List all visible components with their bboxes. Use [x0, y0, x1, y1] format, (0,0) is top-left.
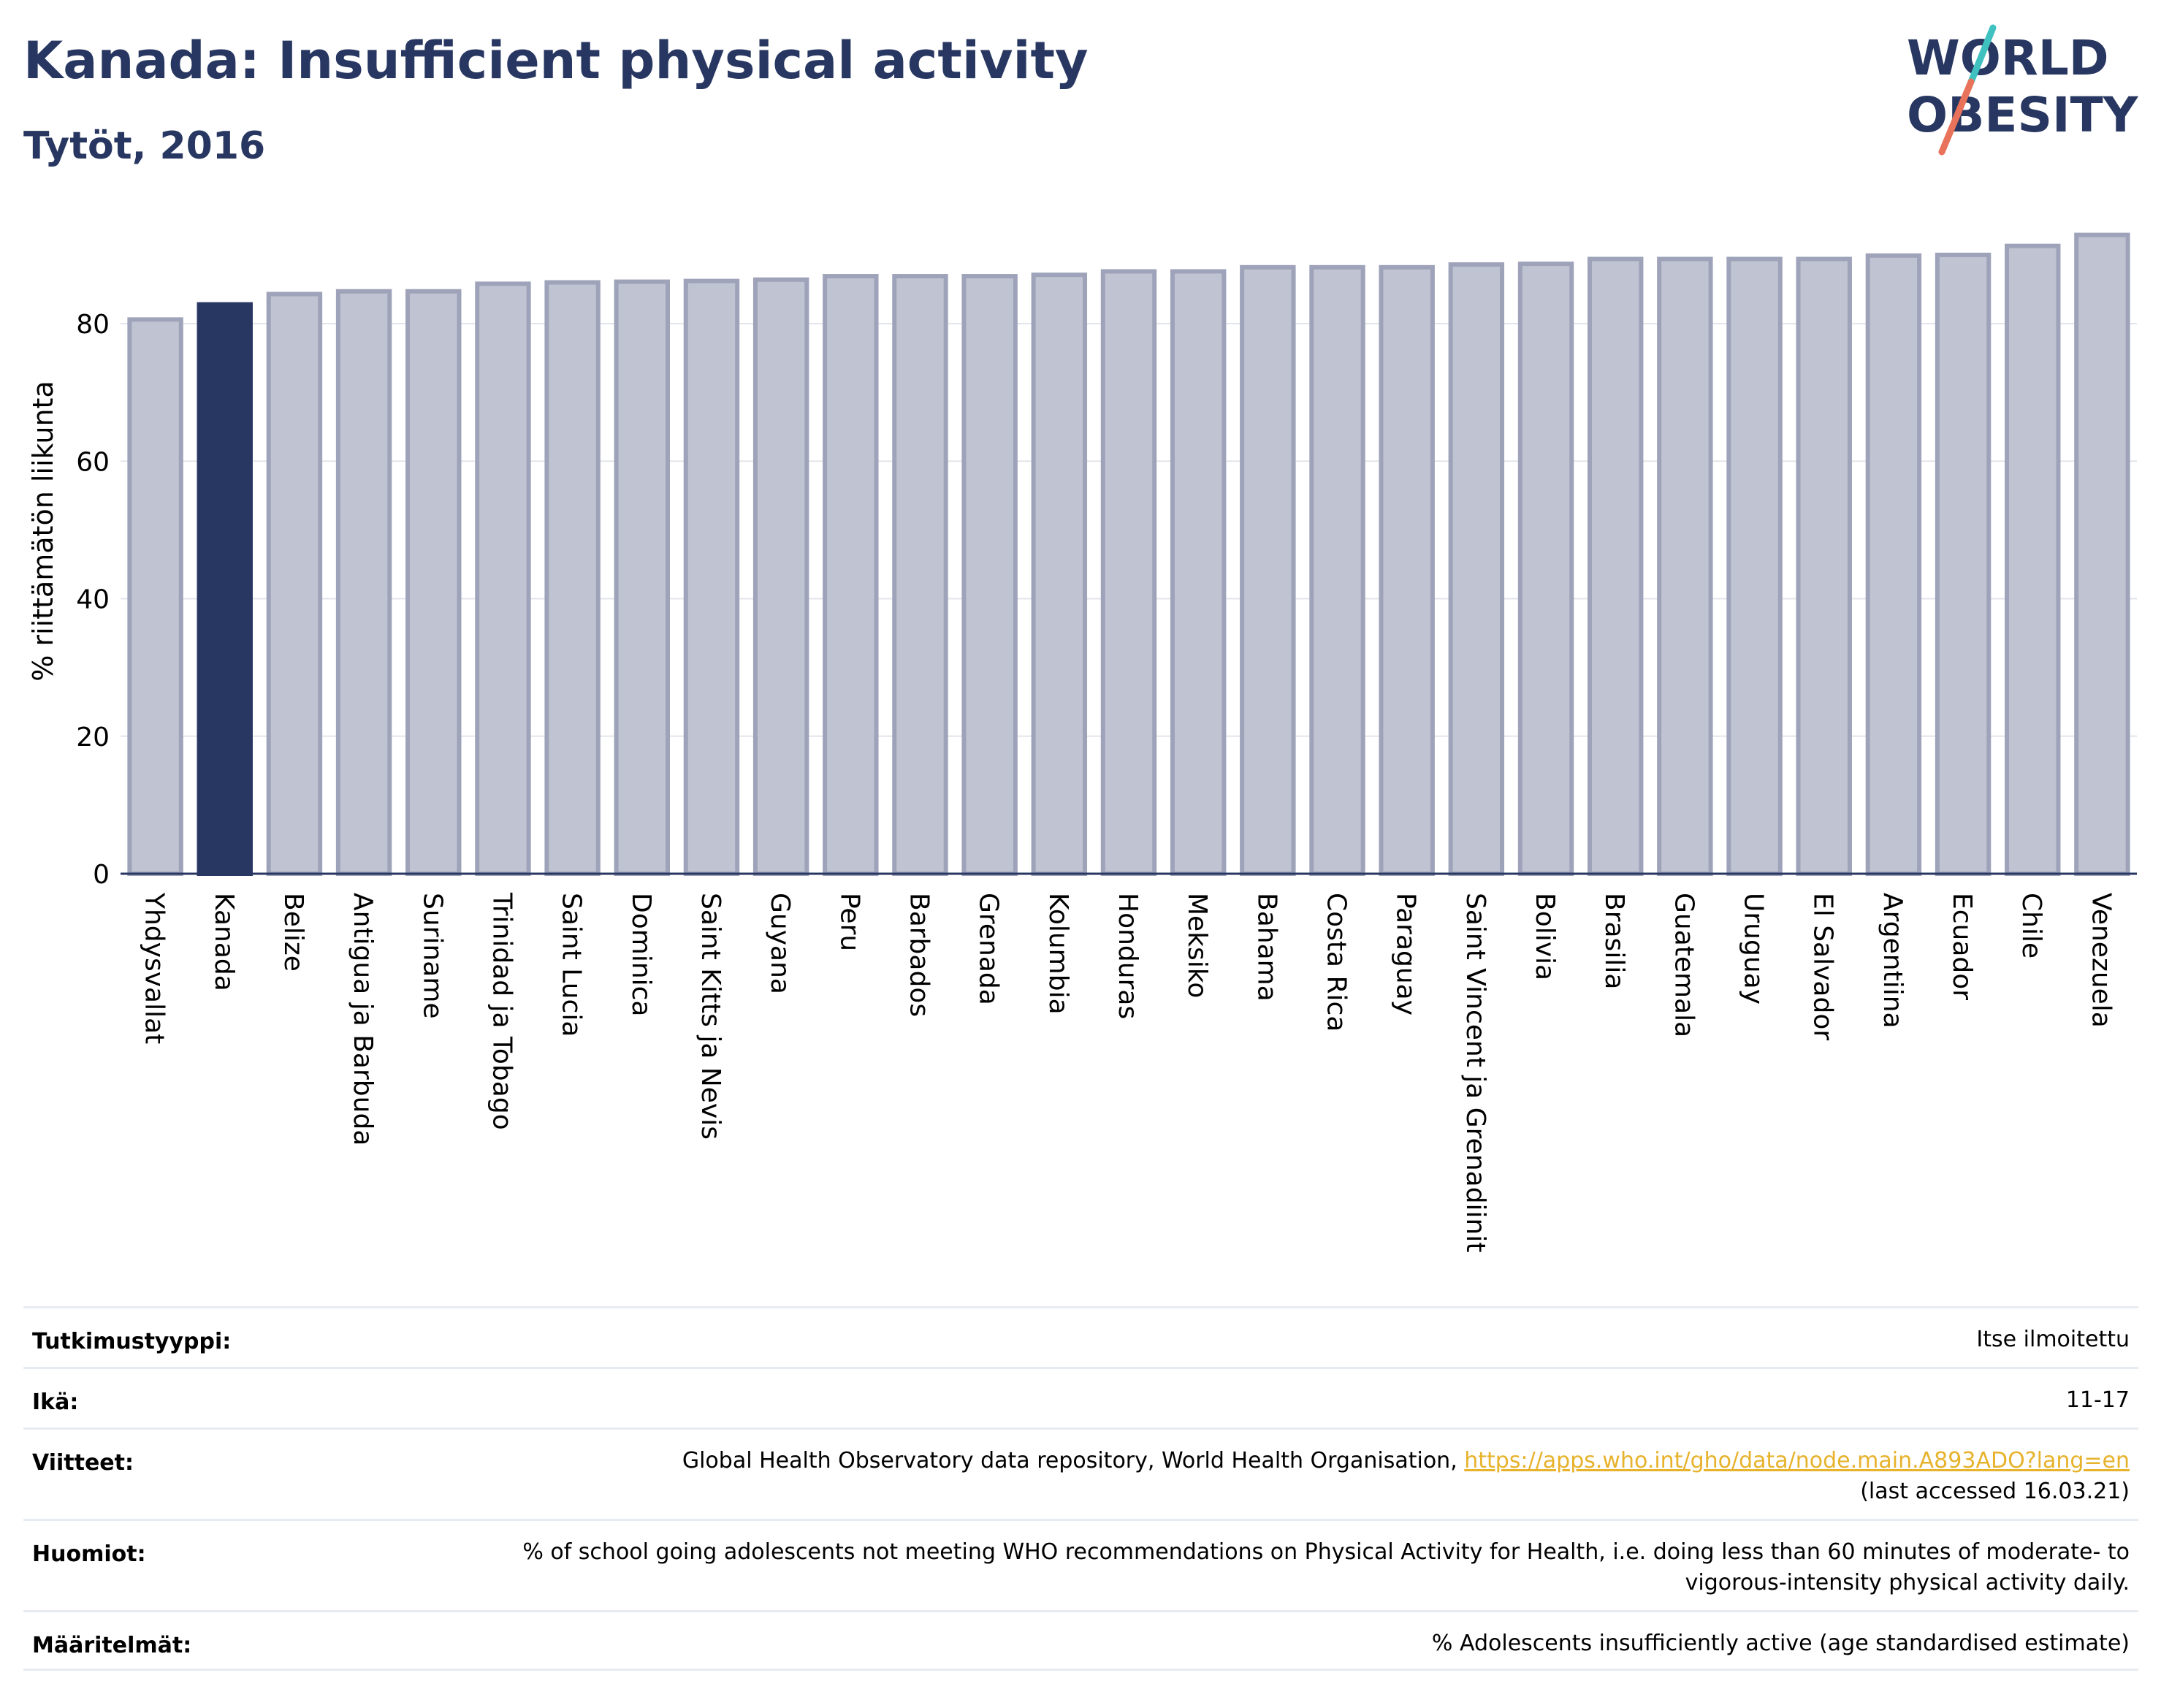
- logo-line2: OBESITY: [1907, 87, 2139, 143]
- bar: [823, 274, 879, 876]
- y-tick-label: 60: [76, 447, 110, 477]
- bar: [544, 280, 601, 876]
- bar: [1448, 262, 1505, 876]
- meta-label: Tutkimustyyppi:: [32, 1329, 232, 1354]
- x-tick-label: Yhdysvallat: [140, 892, 169, 1044]
- bars: [127, 232, 2130, 877]
- bar: [197, 302, 253, 876]
- bar: [1100, 269, 1157, 876]
- reference-accessed: (last accessed 16.03.21): [1860, 1479, 2130, 1504]
- x-tick-label: Saint Vincent ja Grenadiinit: [1460, 893, 1490, 1253]
- bar: [1796, 256, 1852, 876]
- reference-link[interactable]: https://apps.who.int/gho/data/node.main.…: [1464, 1448, 2130, 1473]
- chart-title: Kanada: Insufficient physical activity: [23, 31, 1089, 91]
- meta-row-age: Ikä: 11-17: [23, 1367, 2138, 1427]
- bar: [405, 289, 462, 877]
- meta-row-definitions: Määritelmät: % Adolescents insufficientl…: [23, 1610, 2138, 1671]
- x-tick-label: Chile: [2016, 893, 2046, 958]
- x-tick-label: Costa Rica: [1322, 893, 1352, 1032]
- x-tick-label: Venezuela: [2086, 893, 2116, 1028]
- x-tick-label: Brasilia: [1599, 893, 1629, 989]
- y-axis: 0 20 40 60 80: [76, 310, 110, 890]
- bar: [1031, 272, 1088, 876]
- bar: [683, 278, 740, 876]
- x-tick-label: Argentiina: [1878, 893, 1907, 1029]
- meta-label: Ikä:: [32, 1389, 79, 1415]
- reference-text: Global Health Observatory data repositor…: [682, 1448, 1465, 1473]
- y-tick-label: 0: [93, 860, 110, 890]
- x-tick-label: Uruguay: [1739, 893, 1769, 1004]
- bar: [1726, 256, 1783, 876]
- x-tick-label: Saint Kitts ja Nevis: [695, 893, 725, 1140]
- x-tick-label: Saint Lucia: [557, 893, 587, 1037]
- x-tick-label: Paraguay: [1391, 893, 1421, 1015]
- bar-chart: 0 20 40 60 80 Yhdysvallat Kanada Belize Antigua…: [27, 232, 2137, 1253]
- meta-label: Huomiot:: [32, 1541, 146, 1567]
- x-tick-label: Antigua ja Barbuda: [348, 893, 378, 1145]
- x-tick-label: Peru: [834, 893, 864, 951]
- x-tick-label: Belize: [278, 893, 308, 972]
- y-tick-label: 40: [76, 585, 110, 615]
- meta-row-study-type: Tutkimustyyppi: Itse ilmoitettu: [23, 1306, 2138, 1367]
- x-tick-label: Honduras: [1113, 893, 1143, 1019]
- bar: [266, 291, 323, 876]
- bar: [1240, 264, 1296, 876]
- x-tick-label: Ecuador: [1947, 893, 1977, 1000]
- x-tick-label: Suriname: [417, 893, 447, 1019]
- metadata-table: Tutkimustyyppi: Itse ilmoitettu Ikä: 11-…: [23, 1306, 2138, 1671]
- x-tick-label: Barbados: [904, 893, 934, 1017]
- meta-value: 11-17: [2065, 1387, 2130, 1413]
- logo-line1: WORLD: [1907, 30, 2109, 86]
- bar: [1170, 269, 1227, 876]
- x-tick-label: Guyana: [765, 893, 795, 994]
- meta-row-notes: Huomiot: % of school going adolescents n…: [23, 1519, 2138, 1610]
- x-axis-labels: Yhdysvallat Kanada Belize Antigua ja Barbud…: [140, 892, 2116, 1253]
- meta-label: Määritelmät:: [32, 1633, 192, 1658]
- chart-subtitle: Tytöt, 2016: [23, 124, 266, 168]
- y-tick-label: 80: [76, 310, 110, 340]
- x-tick-label: Trinidad ja Tobago: [487, 892, 517, 1130]
- bar: [752, 277, 809, 876]
- bar: [335, 289, 392, 877]
- y-tick-label: 20: [76, 723, 110, 752]
- bar: [1657, 256, 1713, 876]
- meta-value: Global Health Observatory data repositor…: [682, 1446, 2130, 1507]
- x-tick-label: Dominica: [626, 893, 656, 1017]
- x-tick-label: Meksiko: [1182, 893, 1212, 998]
- x-tick-label: Bahama: [1251, 893, 1281, 1002]
- meta-value: Itse ilmoitettu: [1976, 1327, 2130, 1352]
- bar: [614, 279, 671, 876]
- meta-value: % Adolescents insufficiently active (age…: [1431, 1631, 2130, 1656]
- x-tick-label: Kolumbia: [1043, 893, 1073, 1015]
- bar: [127, 317, 183, 877]
- bar: [1517, 262, 1574, 876]
- x-tick-label: Grenada: [974, 893, 1004, 1005]
- x-tick-label: Bolivia: [1530, 893, 1560, 980]
- bar: [1865, 253, 1922, 877]
- meta-row-references: Viitteet: Global Health Observatory data…: [23, 1427, 2138, 1519]
- logo-accent-coral: [1938, 78, 1975, 156]
- bar: [961, 274, 1018, 876]
- y-axis-label: % riittämätön liikunta: [27, 381, 59, 682]
- bar: [1309, 264, 1365, 876]
- bar: [2005, 243, 2061, 877]
- x-tick-label: Guatemala: [1669, 893, 1699, 1037]
- world-obesity-logo: WORLD OBESITY: [1907, 24, 2139, 156]
- x-tick-label: Kanada: [209, 893, 239, 991]
- meta-value: % of school going adolescents not meetin…: [522, 1539, 2130, 1595]
- bar: [892, 274, 948, 876]
- bar: [2074, 232, 2130, 876]
- meta-label: Viitteet:: [32, 1450, 134, 1476]
- bar: [1587, 256, 1644, 876]
- x-tick-label: El Salvador: [1808, 893, 1838, 1040]
- bar: [475, 281, 531, 877]
- bar: [1935, 252, 1992, 876]
- bar: [1379, 264, 1435, 876]
- logo-accent-teal: [1967, 24, 1997, 85]
